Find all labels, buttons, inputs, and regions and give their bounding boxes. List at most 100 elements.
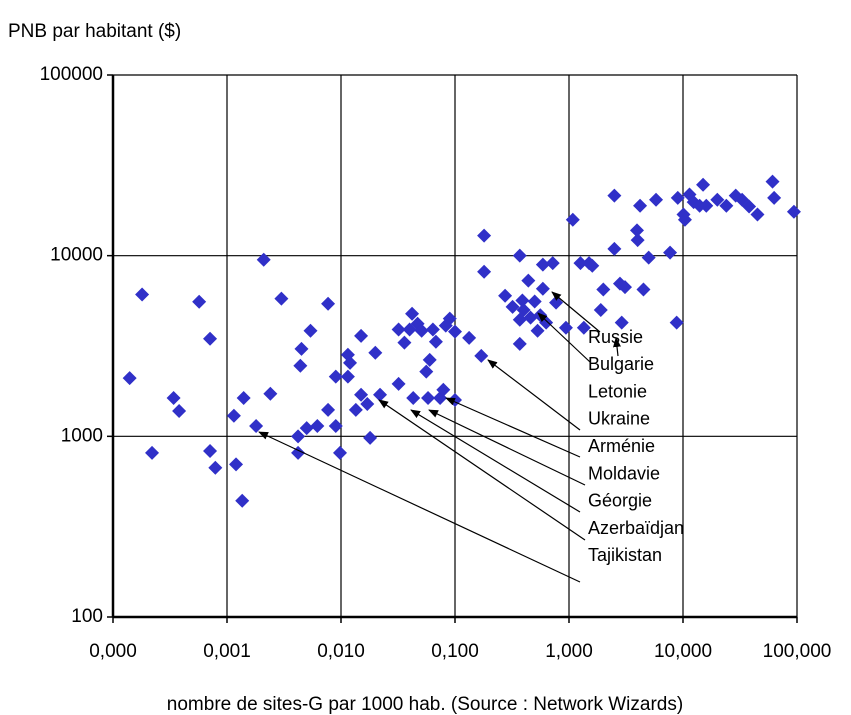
point <box>448 324 462 339</box>
point <box>535 281 550 296</box>
point <box>293 358 308 373</box>
x-tick-label: 10,000 <box>654 641 712 662</box>
point <box>649 192 664 207</box>
point <box>607 241 622 256</box>
point <box>414 323 429 338</box>
point <box>614 315 629 330</box>
point <box>425 322 440 337</box>
point <box>397 335 412 350</box>
point <box>291 445 306 460</box>
x-tick-label: 1,000 <box>545 641 593 662</box>
point <box>436 382 451 397</box>
point <box>354 387 369 402</box>
x-tick-label: 0,001 <box>203 641 251 662</box>
y-tick-label: 1000 <box>61 425 103 446</box>
point <box>208 460 223 475</box>
point <box>630 223 645 238</box>
point <box>786 204 801 219</box>
point <box>340 369 355 384</box>
point <box>607 188 622 203</box>
point <box>558 320 573 335</box>
annotation-arrows <box>258 291 621 583</box>
point <box>421 390 436 405</box>
point <box>521 273 536 288</box>
annotation: Arménie <box>588 436 655 456</box>
point <box>422 352 437 367</box>
point <box>274 291 289 306</box>
point <box>516 303 531 318</box>
point <box>710 192 725 207</box>
point <box>498 288 513 303</box>
point <box>166 390 181 405</box>
y-tick-label: 10000 <box>50 245 103 266</box>
point <box>229 457 244 472</box>
point <box>328 369 343 384</box>
x-axis-title: nombre de sites-G par 1000 hab. (Source … <box>167 694 683 715</box>
annotation: Russie <box>588 327 643 347</box>
point <box>428 334 443 349</box>
point <box>636 282 651 297</box>
point <box>363 430 378 445</box>
point <box>641 250 656 265</box>
point <box>565 212 580 227</box>
point <box>535 257 550 272</box>
x-tick-label: 0,100 <box>431 641 479 662</box>
point <box>373 387 388 402</box>
point <box>343 355 358 370</box>
point <box>135 287 150 302</box>
point <box>354 328 369 343</box>
point <box>696 177 711 192</box>
point <box>172 404 187 419</box>
point <box>256 252 271 267</box>
point <box>328 419 343 434</box>
point <box>663 245 678 260</box>
point <box>549 295 564 310</box>
point <box>742 199 757 214</box>
annotation: Azerbaïdjan <box>588 518 684 538</box>
point <box>477 228 492 243</box>
point <box>226 408 241 423</box>
point <box>699 198 714 213</box>
point <box>405 306 420 321</box>
y-tick-label: 100 <box>71 606 103 627</box>
point <box>332 445 347 460</box>
point <box>391 322 406 337</box>
point <box>122 371 137 386</box>
point <box>291 429 306 444</box>
point <box>368 345 383 360</box>
point <box>348 402 363 417</box>
point <box>391 376 406 391</box>
x-tick-label: 100,000 <box>763 641 832 662</box>
point <box>310 419 325 434</box>
grid <box>112 74 798 618</box>
point <box>192 294 207 309</box>
point <box>249 419 264 434</box>
point <box>360 396 375 411</box>
point <box>585 258 600 273</box>
point <box>477 264 492 279</box>
y-axis-title: PNB par habitant ($) <box>8 21 181 42</box>
point <box>321 402 336 417</box>
point <box>203 331 218 346</box>
point <box>596 282 611 297</box>
point <box>299 421 314 436</box>
point <box>633 198 648 213</box>
point <box>750 207 765 222</box>
point <box>512 336 527 351</box>
point <box>593 303 608 318</box>
point <box>677 212 692 227</box>
point <box>512 248 527 263</box>
point <box>406 390 421 405</box>
point <box>618 280 633 295</box>
point <box>474 348 489 363</box>
annotation: Letonie <box>588 381 647 401</box>
annotation: Ukraine <box>588 409 650 429</box>
point <box>462 330 477 345</box>
point <box>203 443 218 458</box>
annotation: Moldavie <box>588 463 660 483</box>
x-tick-label: 0,010 <box>317 641 365 662</box>
point <box>527 294 542 309</box>
points <box>122 174 801 508</box>
point <box>523 310 538 325</box>
